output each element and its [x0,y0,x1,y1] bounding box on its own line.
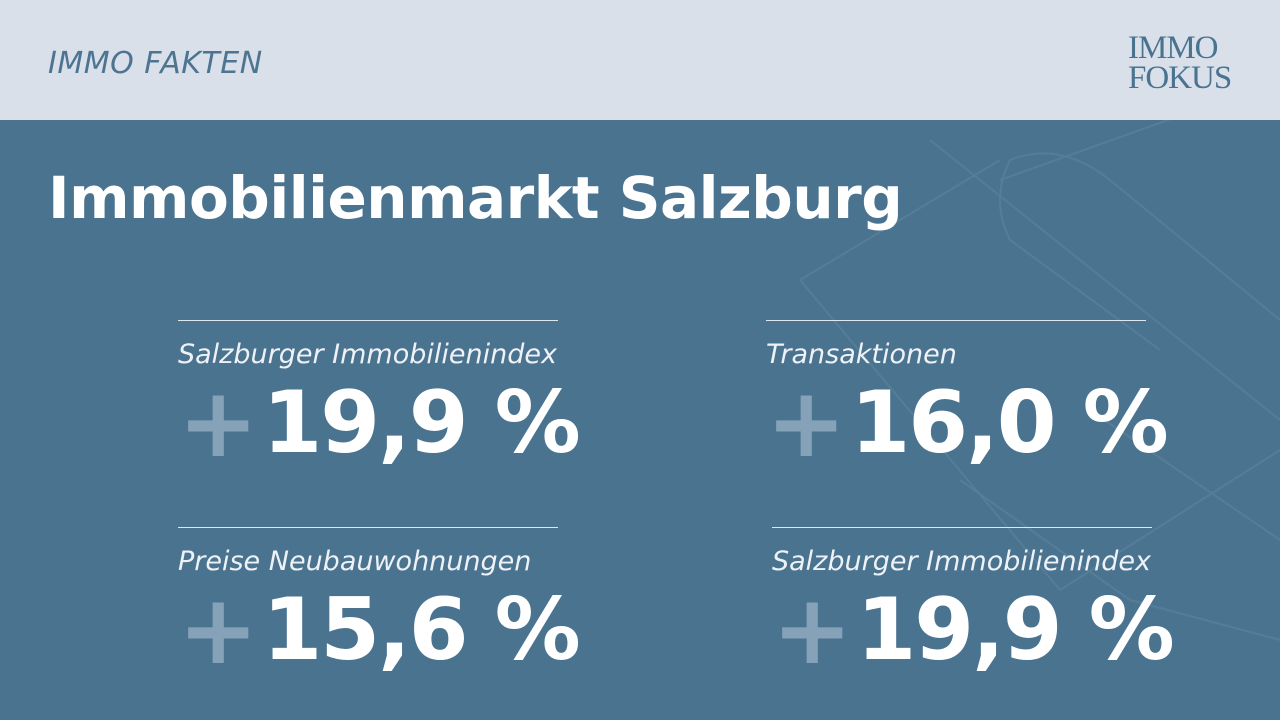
stat-value: 19,9 % [262,373,580,473]
stat-label: Salzburger Immobilienindex [178,339,557,370]
stat-value: 15,6 % [262,580,580,680]
stat-card-3: Preise Neubauwohnungen + 15,6 % [178,527,581,686]
plus-sign: + [178,367,259,479]
stat-label: Preise Neubauwohnungen [178,546,532,577]
header-bar: IMMO FAKTEN IMMO FOKUS [0,0,1280,120]
divider [772,527,1152,528]
divider [766,320,1146,321]
stat-card-1: Salzburger Immobilienindex + 19,9 % [178,320,581,479]
series-label: IMMO FAKTEN [48,46,263,81]
divider [178,320,558,321]
divider [178,527,558,528]
logo-line-1: IMMO [1128,30,1219,66]
stat-value: 16,0 % [850,373,1168,473]
plus-sign: + [178,574,259,686]
brand-logo: IMMO FOKUS [1128,30,1252,96]
plus-sign: + [766,367,847,479]
stat-value-row: + 19,9 % [772,574,1175,686]
page-title: Immobilienmarkt Salzburg [48,164,903,232]
plus-sign: + [772,574,853,686]
stat-value: 19,9 % [856,580,1174,680]
logo-line-2: FOKUS [1128,60,1232,96]
stat-label: Salzburger Immobilienindex [772,546,1151,577]
stat-value-row: + 15,6 % [178,574,581,686]
stat-value-row: + 16,0 % [766,367,1169,479]
stat-value-row: + 19,9 % [178,367,581,479]
decorative-background-shapes [799,120,1280,641]
stat-card-4: Salzburger Immobilienindex + 19,9 % [772,527,1175,686]
stat-label: Transaktionen [766,339,957,370]
content-panel: Immobilienmarkt Salzburg Salzburger Immo… [0,120,1280,720]
stat-card-2: Transaktionen + 16,0 % [766,320,1169,479]
